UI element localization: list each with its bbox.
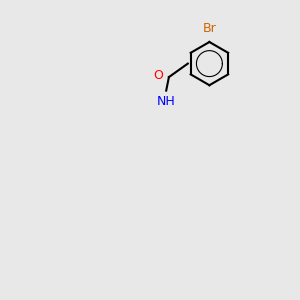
Text: NH: NH (157, 95, 176, 108)
Text: Br: Br (202, 22, 216, 35)
Text: O: O (154, 69, 164, 82)
